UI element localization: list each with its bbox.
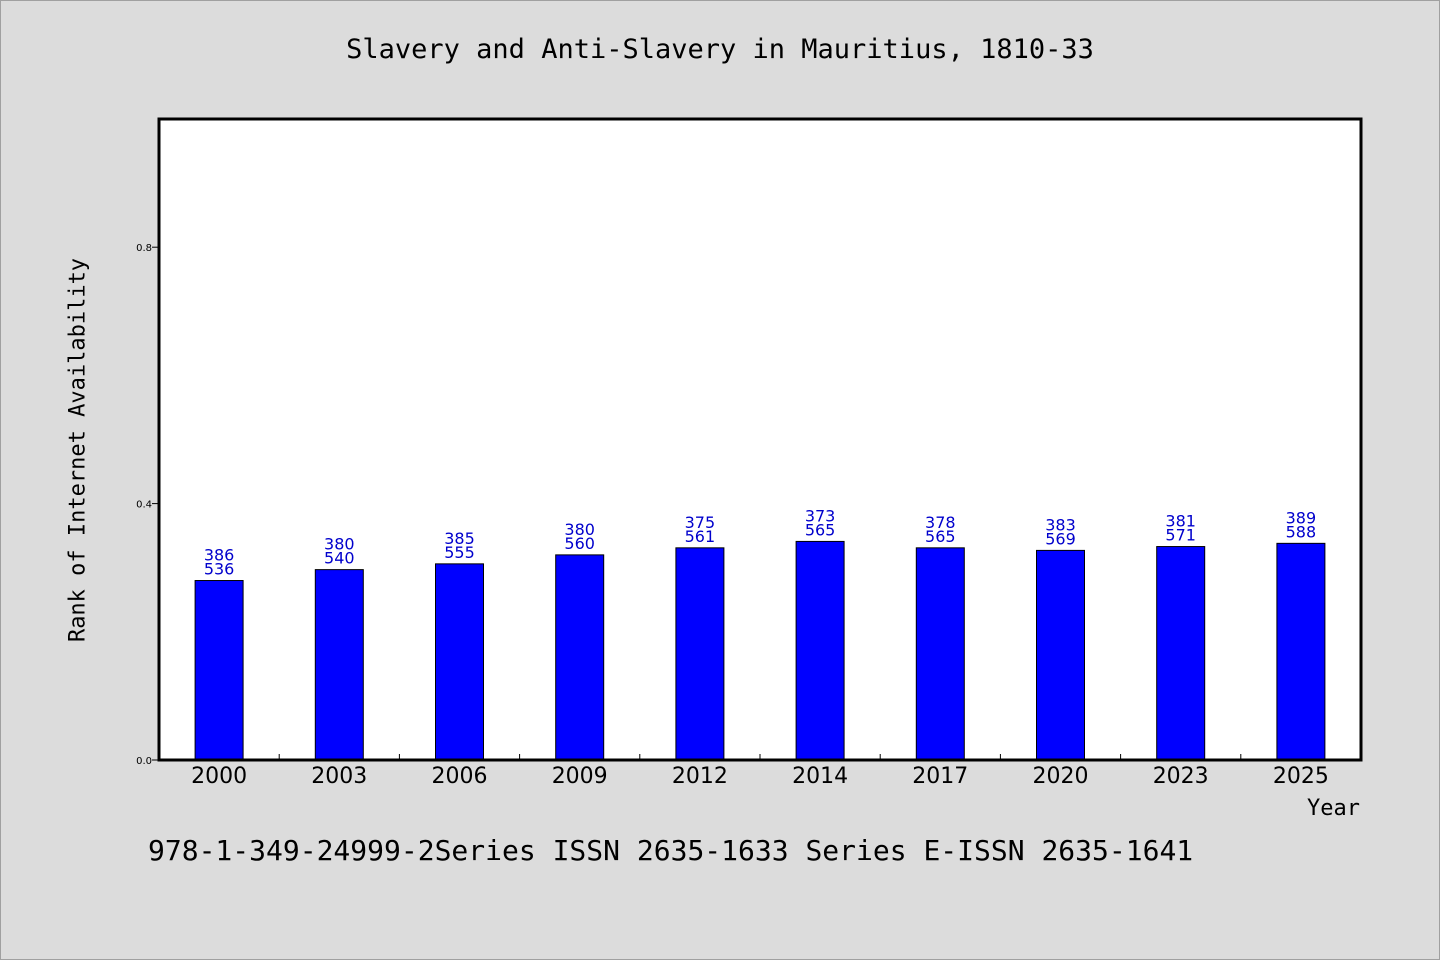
bar-data-label: 536 [204, 560, 235, 579]
x-tick-labels: 2000 2003 2006 2009 2012 2014 2017 2020 2023 2025 [191, 764, 1329, 789]
plot-border [157, 117, 1363, 762]
bar-data-label: 540 [324, 549, 355, 568]
x-tick-label: 2003 [311, 764, 367, 789]
x-axis-title: Year [1307, 796, 1360, 821]
bar-data-label: 383 [1045, 515, 1076, 534]
bar-data-label: 373 [805, 506, 836, 525]
x-tick-label: 2009 [552, 764, 608, 789]
y-tick-label: 0.4 [136, 500, 152, 511]
bar [435, 563, 484, 761]
bar-data-label: 389 [1286, 508, 1317, 527]
bar [1276, 542, 1326, 761]
x-tick-label: 2017 [912, 764, 968, 789]
bar-data-label: 385 [444, 529, 475, 548]
y-axis-title: Rank of Internet Availability [65, 257, 91, 643]
bar [194, 580, 244, 761]
footer-isbn-text: 978-1-349-24999-2Series ISSN 2635-1633 S… [148, 834, 1194, 867]
bar-data-label: 565 [925, 527, 956, 546]
bar-data-label: 569 [1045, 529, 1076, 548]
bar-data-label: 571 [1165, 526, 1196, 545]
bar-data-label: 375 [685, 513, 716, 532]
bar [314, 569, 364, 761]
x-tick-label: 2023 [1153, 764, 1209, 789]
bar-data-label: 555 [444, 543, 475, 562]
bar-data-label: 381 [1165, 512, 1196, 531]
bar [915, 547, 965, 761]
y-tick-label: 0.0 [136, 756, 152, 767]
bar [795, 540, 845, 761]
x-tick-label: 2020 [1033, 764, 1089, 789]
bar [555, 554, 605, 761]
x-tick-label: 2012 [672, 764, 728, 789]
bar-data-label: 588 [1286, 522, 1317, 541]
bar [675, 547, 725, 761]
bar [1156, 546, 1206, 761]
y-ticks: 0.0 0.4 0.8 [136, 243, 159, 767]
bar-data-label: 378 [925, 513, 956, 532]
x-tick-label: 2000 [191, 764, 247, 789]
bar-data-label: 560 [564, 534, 595, 553]
y-tick-label: 0.8 [136, 243, 152, 254]
bar-data-label: 386 [204, 546, 235, 565]
bar-data-label: 380 [564, 520, 595, 539]
x-tick-label: 2006 [432, 764, 488, 789]
x-tick-label: 2014 [792, 764, 848, 789]
chart-title: Slavery and Anti-Slavery in Mauritius, 1… [346, 34, 1094, 65]
bar [1036, 549, 1085, 761]
x-tick-label: 2025 [1273, 764, 1329, 789]
bar-data-label: 565 [805, 520, 836, 539]
bars [194, 540, 1326, 761]
bar-data-label: 380 [324, 535, 355, 554]
bar-data-label: 561 [685, 527, 716, 546]
